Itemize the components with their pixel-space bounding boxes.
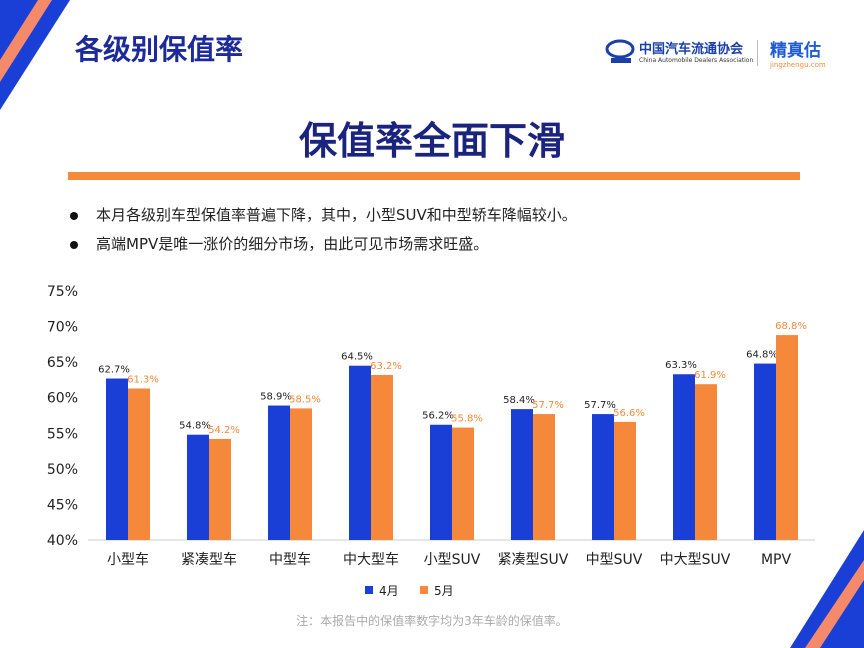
bar-april bbox=[349, 365, 371, 540]
data-label: 58.5% bbox=[289, 394, 321, 405]
y-tick-label: 40% bbox=[47, 533, 78, 549]
legend-label: 4月 bbox=[379, 584, 399, 598]
bar-april bbox=[106, 378, 128, 540]
bullet-item: 本月各级别车型保值率普遍下降，其中，小型SUV和中型轿车降幅较小。 bbox=[70, 204, 577, 225]
data-label: 61.3% bbox=[127, 374, 159, 385]
data-label: 61.9% bbox=[694, 370, 726, 381]
jzg-url: jingzhengu.com bbox=[770, 61, 826, 69]
legend-swatch bbox=[420, 586, 428, 594]
bar-april bbox=[511, 409, 533, 540]
bar-may bbox=[371, 374, 393, 540]
data-label: 68.8% bbox=[775, 321, 807, 332]
y-tick-label: 50% bbox=[47, 462, 78, 478]
bar-may bbox=[695, 384, 717, 540]
bar-april bbox=[754, 363, 776, 540]
x-tick-label: 紧凑型SUV bbox=[498, 551, 569, 568]
bar-may bbox=[209, 438, 231, 540]
y-tick-label: 45% bbox=[47, 497, 78, 513]
cada-emblem-icon bbox=[605, 39, 635, 63]
data-label: 62.7% bbox=[98, 365, 130, 376]
logo-divider bbox=[757, 40, 758, 66]
jzg-logo: 精真估 jingzhengu.com bbox=[770, 36, 826, 69]
bullet-dot bbox=[70, 240, 78, 249]
x-tick-label: 小型SUV bbox=[424, 552, 481, 568]
data-label: 63.2% bbox=[370, 361, 402, 372]
cada-name-en: China Automobile Dealers Association bbox=[639, 57, 754, 64]
bullet-dot bbox=[70, 211, 78, 220]
bullet-text: 高端MPV是唯一涨价的细分市场，由此可见市场需求旺盛。 bbox=[96, 235, 489, 253]
bar-april bbox=[592, 414, 614, 540]
bar-may bbox=[128, 388, 150, 540]
headline-rule bbox=[68, 172, 800, 180]
data-label: 56.2% bbox=[422, 411, 454, 422]
cada-name-cn: 中国汽车流通协会 bbox=[639, 42, 744, 57]
y-tick-label: 65% bbox=[47, 355, 78, 371]
x-tick-label: 中型车 bbox=[269, 551, 311, 568]
cada-logo: 中国汽车流通协会 China Automobile Dealers Associ… bbox=[605, 38, 753, 64]
bar-may bbox=[290, 408, 312, 540]
headline: 保值率全面下滑 bbox=[298, 119, 565, 163]
bar-april bbox=[430, 424, 452, 540]
jzg-name-cn: 精真估 bbox=[770, 41, 821, 61]
bullet-text: 本月各级别车型保值率普遍下降，其中，小型SUV和中型轿车降幅较小。 bbox=[96, 206, 577, 224]
bullet-item: 高端MPV是唯一涨价的细分市场，由此可见市场需求旺盛。 bbox=[70, 233, 488, 254]
bar-may bbox=[533, 414, 555, 540]
x-tick-label: MPV bbox=[761, 552, 792, 568]
data-label: 63.3% bbox=[665, 360, 697, 371]
bar-may bbox=[614, 421, 636, 540]
bar-april bbox=[673, 374, 695, 540]
data-label: 64.8% bbox=[746, 350, 778, 361]
data-label: 64.5% bbox=[341, 352, 373, 363]
data-label: 56.6% bbox=[613, 408, 645, 419]
data-label: 57.7% bbox=[532, 400, 564, 411]
bar-chart: 40% 45% 50% 55% 60% 65% 70% 75% 62.7%61.3% 小型车 54.… bbox=[47, 284, 815, 598]
x-tick-label: 中型SUV bbox=[586, 552, 643, 568]
footnote: 注：本报告中的保值率数字均为3年车龄的保值率。 bbox=[296, 614, 568, 628]
page-title: 各级别保值率 bbox=[75, 33, 244, 66]
data-label: 58.9% bbox=[260, 392, 292, 403]
x-tick-label: 小型车 bbox=[107, 551, 149, 568]
x-tick-label: 中大型车 bbox=[343, 551, 399, 568]
data-label: 57.7% bbox=[584, 400, 616, 411]
bar-may bbox=[776, 335, 798, 540]
y-tick-label: 70% bbox=[47, 320, 78, 336]
y-tick-label: 75% bbox=[47, 284, 78, 300]
y-tick-label: 55% bbox=[47, 426, 78, 442]
data-label: 58.4% bbox=[503, 395, 535, 406]
legend-label: 5月 bbox=[434, 584, 454, 598]
x-tick-label: 紧凑型车 bbox=[181, 551, 237, 568]
bar-april bbox=[268, 405, 290, 540]
x-tick-label: 中大型SUV bbox=[660, 552, 731, 568]
bar-may bbox=[452, 427, 474, 540]
data-label: 54.2% bbox=[208, 425, 240, 436]
data-label: 54.8% bbox=[179, 421, 211, 432]
y-tick-label: 60% bbox=[47, 391, 78, 407]
data-label: 55.8% bbox=[451, 414, 483, 425]
legend-swatch bbox=[365, 586, 373, 594]
bar-april bbox=[187, 434, 209, 540]
